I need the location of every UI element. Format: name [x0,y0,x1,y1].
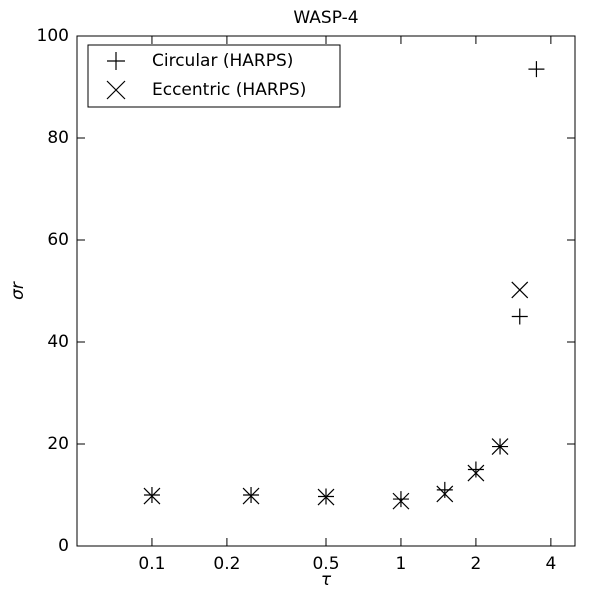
point [467,461,484,478]
point [242,487,260,505]
x-tick-label: 4 [545,554,556,574]
point [511,308,528,325]
legend-marker [106,80,126,100]
plot-frame [76,35,576,547]
y-tick-label: 20 [47,434,69,454]
y-tick-label: 40 [47,332,69,352]
x-tick-label: 0.2 [213,554,240,574]
point [243,487,260,503]
point [143,487,161,505]
y-tick-label: 80 [47,128,69,148]
point [143,487,160,503]
x-tick-label: 0.5 [312,554,339,574]
x-tick-label: 1 [396,554,407,574]
point [436,481,453,498]
y-tick-label: 60 [47,230,69,250]
legend-label: Circular (HARPS) [152,51,293,71]
y-axis-label: σr [8,281,28,300]
point [392,491,409,508]
y-tick-label: 100 [37,26,69,46]
point [436,485,454,503]
legend-box [87,44,341,108]
point [528,61,545,78]
point [467,464,485,482]
point [317,488,335,506]
x-tick-label: 0.1 [138,554,165,574]
y-tick-label: 0 [58,536,69,556]
point [392,492,410,510]
legend-label: Eccentric (HARPS) [152,80,306,100]
x-tick-label: 2 [470,554,481,574]
chart-title: WASP-4 [293,8,358,28]
point [511,281,529,299]
legend-marker [107,52,125,70]
point [491,438,509,455]
x-axis-label: τ [321,570,332,590]
